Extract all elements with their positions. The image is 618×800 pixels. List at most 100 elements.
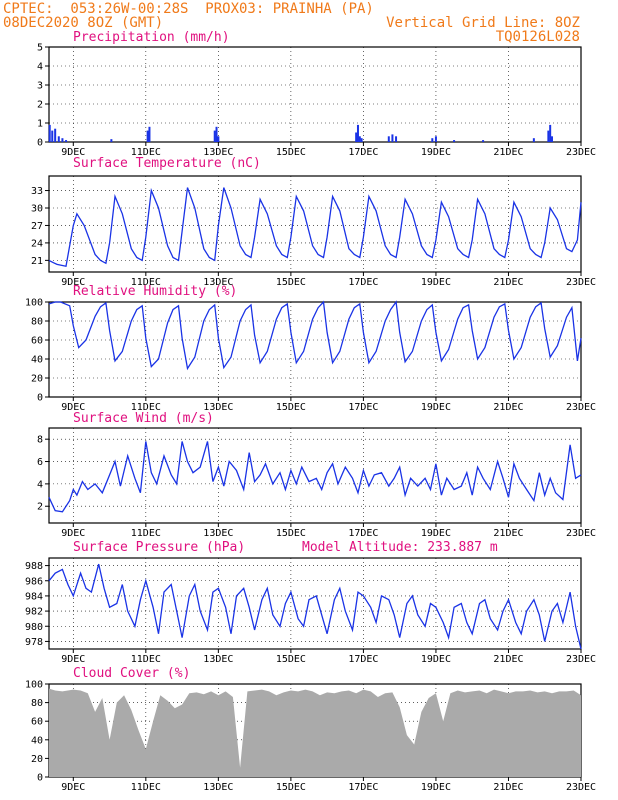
precip-bar: [110, 139, 113, 142]
y-tick-label: 27: [31, 221, 43, 232]
x-tick-label: 19DEC: [421, 402, 451, 413]
x-tick-label: 15DEC: [276, 147, 306, 158]
header-run-date: 08DEC2020 8OZ (GMT): [3, 15, 164, 31]
y-tick-label: 8: [37, 435, 43, 446]
y-tick-label: 40: [31, 355, 43, 366]
x-tick-label: 23DEC: [566, 147, 596, 158]
y-tick-label: 20: [31, 754, 43, 765]
x-tick-label: 11DEC: [131, 782, 161, 793]
y-tick-label: 5: [37, 43, 43, 54]
precip-bar: [356, 124, 359, 142]
x-tick-label: 23DEC: [566, 654, 596, 665]
x-tick-label: 17DEC: [348, 277, 378, 288]
panel-title: Relative Humidity (%): [73, 284, 237, 299]
y-tick-label: 20: [31, 374, 43, 385]
x-tick-label: 21DEC: [493, 654, 523, 665]
x-tick-label: 19DEC: [421, 147, 451, 158]
panel-title: Surface Pressure (hPa): [73, 540, 245, 555]
y-tick-label: 2: [37, 502, 43, 513]
precip-bar: [434, 136, 437, 142]
panel-annotation: Model Altitude: 233.887 m: [302, 540, 498, 555]
y-tick-label: 100: [25, 680, 43, 691]
y-tick-label: 1: [37, 119, 43, 130]
precip-bar: [61, 138, 64, 142]
y-tick-label: 2: [37, 100, 43, 111]
y-tick-label: 986: [25, 576, 43, 587]
x-tick-label: 13DEC: [203, 654, 233, 665]
x-tick-label: 11DEC: [131, 147, 161, 158]
precip-bar: [453, 140, 456, 142]
x-tick-label: 23DEC: [566, 402, 596, 413]
precip-bar: [387, 136, 390, 142]
precip-bar: [57, 136, 60, 142]
panel-frame: [48, 46, 582, 143]
x-tick-label: 21DEC: [493, 147, 523, 158]
x-tick-label: 11DEC: [131, 402, 161, 413]
y-tick-label: 0: [37, 773, 43, 784]
x-tick-label: 17DEC: [348, 147, 378, 158]
precip-bar: [48, 124, 51, 142]
y-tick-label: 6: [37, 457, 43, 468]
x-tick-label: 9DEC: [61, 402, 85, 413]
y-tick-label: 60: [31, 717, 43, 728]
x-tick-label: 19DEC: [421, 782, 451, 793]
y-tick-label: 21: [31, 256, 43, 267]
panel-title: Surface Temperature (nC): [73, 156, 261, 171]
x-tick-label: 13DEC: [203, 528, 233, 539]
x-tick-label: 21DEC: [493, 782, 523, 793]
y-tick-label: 982: [25, 607, 43, 618]
precip-bar: [431, 138, 434, 142]
header-station: CPTEC: 053:26W-00:28S PROX03: PRAINHA (P…: [3, 1, 374, 17]
x-tick-label: 23DEC: [566, 528, 596, 539]
x-tick-label: 19DEC: [421, 654, 451, 665]
precip-bar: [65, 140, 68, 142]
y-tick-label: 984: [25, 591, 43, 602]
x-tick-label: 23DEC: [566, 277, 596, 288]
y-tick-label: 80: [31, 698, 43, 709]
x-tick-label: 17DEC: [348, 782, 378, 793]
y-tick-label: 100: [25, 298, 43, 309]
x-tick-label: 17DEC: [348, 654, 378, 665]
x-tick-label: 21DEC: [493, 528, 523, 539]
cloud-area: [49, 688, 581, 777]
panel-frame: [48, 427, 582, 524]
y-tick-label: 24: [31, 238, 43, 249]
x-tick-label: 19DEC: [421, 528, 451, 539]
header-model: TQ0126L028: [495, 29, 580, 45]
series-line: [48, 187, 582, 267]
precip-bar: [51, 130, 54, 142]
y-tick-label: 0: [37, 138, 43, 149]
header-grid-line: Vertical Grid Line: 8OZ: [386, 15, 580, 31]
y-tick-label: 4: [37, 62, 43, 73]
x-tick-label: 11DEC: [131, 528, 161, 539]
y-tick-label: 80: [31, 317, 43, 328]
x-tick-label: 11DEC: [131, 277, 161, 288]
x-tick-label: 9DEC: [61, 782, 85, 793]
x-tick-label: 9DEC: [61, 654, 85, 665]
x-tick-label: 13DEC: [203, 402, 233, 413]
y-tick-label: 978: [25, 637, 43, 648]
x-tick-label: 9DEC: [61, 528, 85, 539]
x-tick-label: 23DEC: [566, 782, 596, 793]
x-tick-label: 13DEC: [203, 782, 233, 793]
y-tick-label: 40: [31, 735, 43, 746]
panel-title: Cloud Cover (%): [73, 666, 190, 681]
x-tick-label: 15DEC: [276, 528, 306, 539]
y-tick-label: 60: [31, 336, 43, 347]
precip-bar: [547, 130, 550, 142]
precip-bar: [549, 124, 552, 142]
precip-bar: [54, 128, 57, 142]
y-tick-label: 4: [37, 479, 43, 490]
series-line: [48, 441, 582, 513]
y-tick-label: 30: [31, 204, 43, 215]
panel-title: Surface Wind (m/s): [73, 411, 214, 426]
precip-bar: [532, 138, 535, 142]
precip-bar: [217, 136, 220, 142]
panel-frame: [48, 301, 582, 398]
y-tick-label: 980: [25, 622, 43, 633]
precip-bar: [550, 136, 553, 142]
precip-bar: [360, 138, 363, 142]
x-tick-label: 11DEC: [131, 654, 161, 665]
